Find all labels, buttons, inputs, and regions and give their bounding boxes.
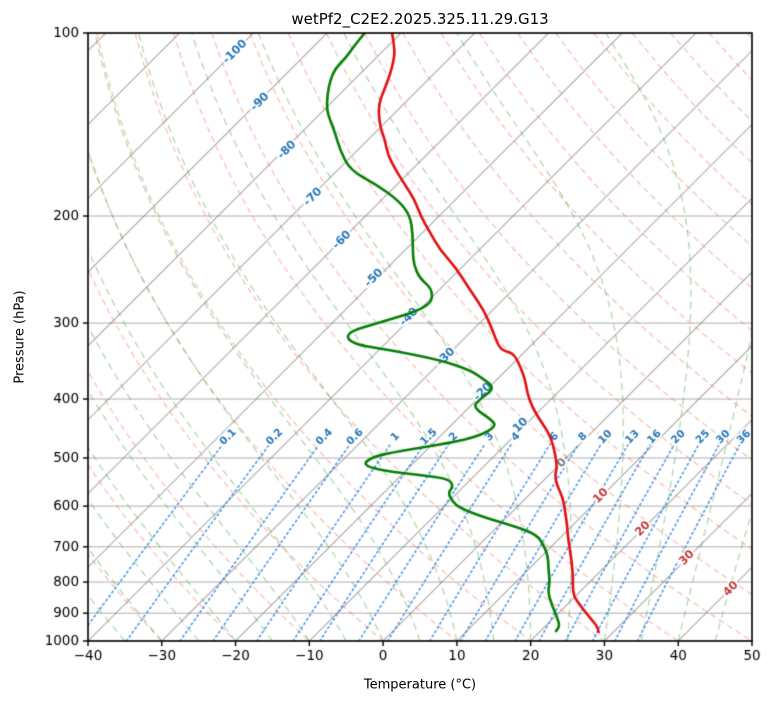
chart-title: wetPf2_C2E2.2025.325.11.29.G13 <box>291 10 549 28</box>
x-axis-label: Temperature (°C) <box>363 677 477 693</box>
y-axis-label: Pressure (hPa) <box>12 290 28 384</box>
